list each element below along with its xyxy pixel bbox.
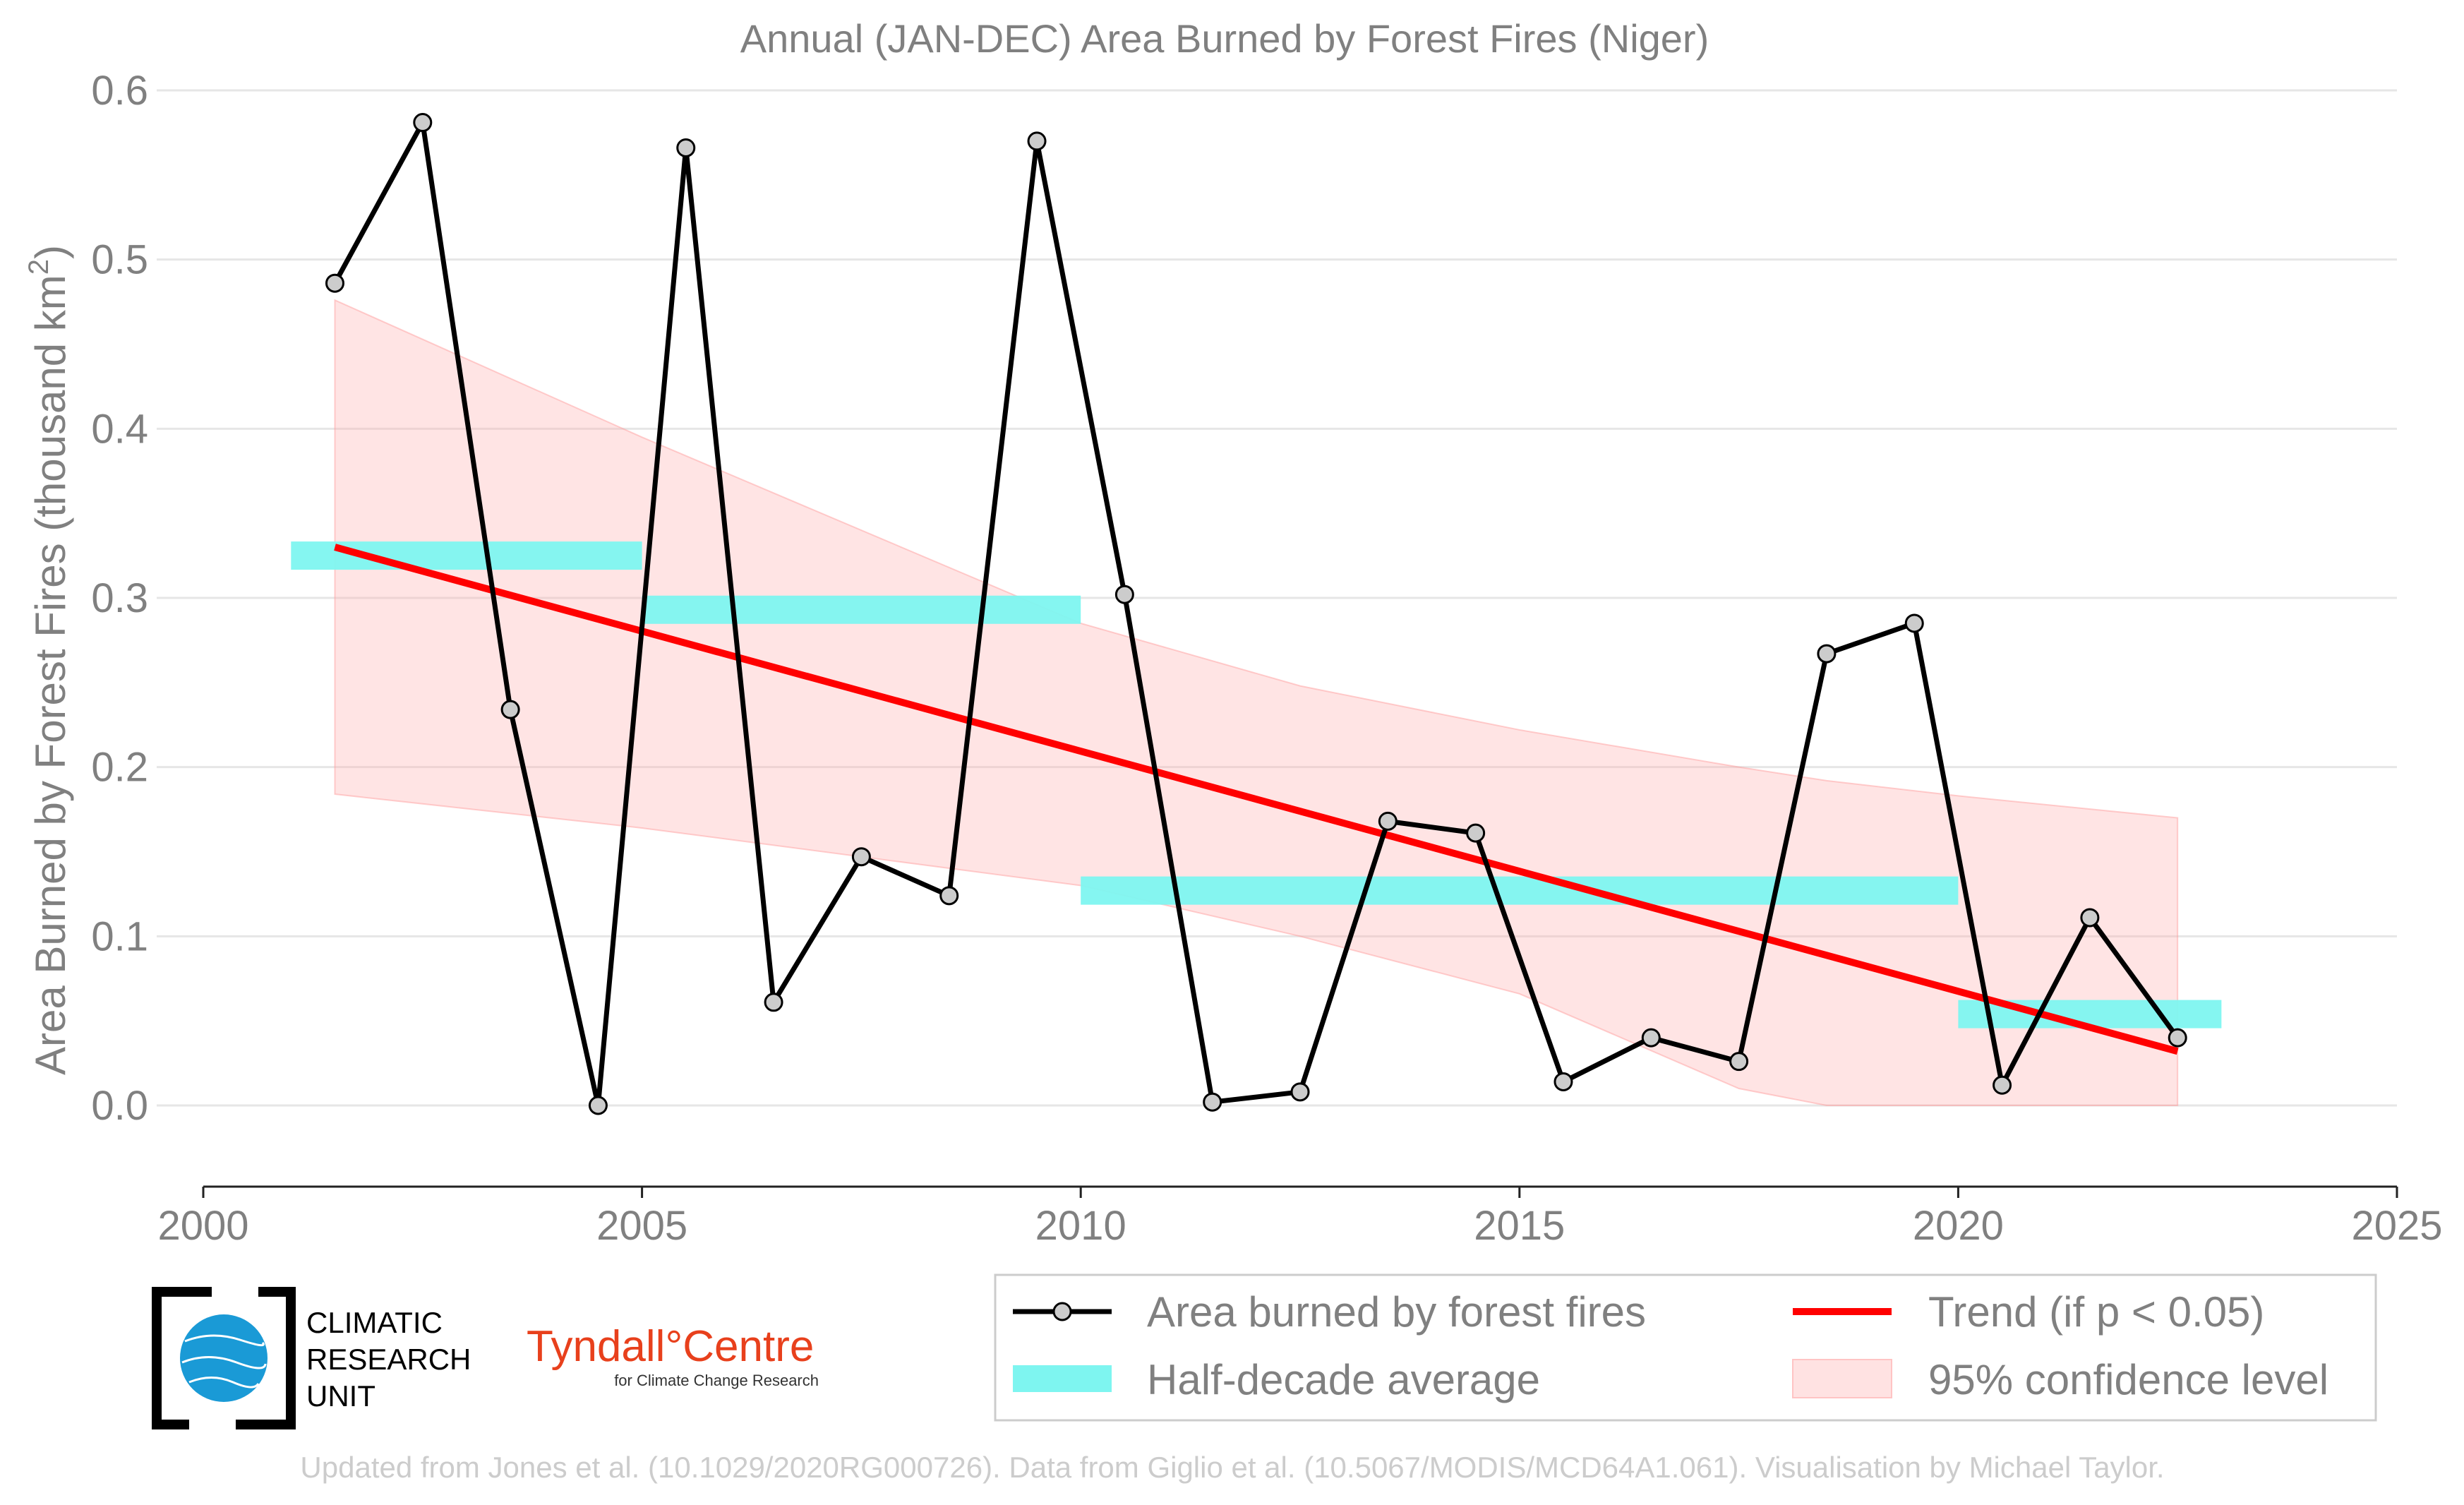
y-tick-label-6: 0.6 — [91, 68, 148, 114]
y-tick-label-2: 0.2 — [91, 745, 148, 791]
legend-label-half-decade: Half-decade average — [1147, 1356, 1540, 1403]
data-point-18 — [1904, 613, 1924, 633]
y-tick-labels: 0.0 0.1 0.2 0.3 0.4 0.5 0.6 — [91, 68, 148, 1129]
cru-logo: CLIMATIC RESEARCH UNIT — [152, 1287, 471, 1429]
cru-logo-text-3: UNIT — [306, 1379, 375, 1413]
y-tick-label-3: 0.3 — [91, 575, 148, 621]
y-tick-label-4: 0.4 — [91, 406, 148, 452]
x-tick-label-1: 2005 — [596, 1203, 687, 1249]
legend-label-confidence: 95% confidence level — [1928, 1356, 2328, 1403]
credit-line: Updated from Jones et al. (10.1029/2020R… — [300, 1451, 2164, 1484]
cru-logo-bracket-left — [152, 1287, 212, 1429]
data-point-20 — [2080, 908, 2100, 928]
tyndall-logo-subtext: for Climate Change Research — [614, 1372, 819, 1389]
half-decade-bars — [291, 541, 2222, 1029]
tyndall-logo-text: Tyndall°Centre — [527, 1322, 814, 1371]
data-point-1 — [413, 113, 433, 133]
legend-confidence-swatch — [1792, 1359, 1892, 1398]
globe-icon-wave-3 — [188, 1377, 260, 1389]
legend-label-area-burned: Area burned by forest fires — [1147, 1288, 1646, 1336]
data-point-17 — [1817, 644, 1837, 664]
legend-marker-swatch — [1052, 1302, 1072, 1321]
half-decade-bar-2 — [1081, 876, 1959, 905]
cru-logo-text-1: CLIMATIC — [306, 1306, 443, 1339]
data-point-21 — [2168, 1028, 2187, 1048]
y-axis-label-close: ) — [27, 245, 74, 259]
x-tick-label-0: 2000 — [157, 1203, 248, 1249]
data-point-5 — [764, 993, 783, 1012]
data-point-16 — [1729, 1052, 1749, 1072]
data-point-0 — [325, 273, 344, 293]
data-point-11 — [1290, 1082, 1310, 1102]
legend: Area burned by forest fires Trend (if p … — [994, 1273, 2377, 1422]
legend-box — [994, 1273, 2377, 1422]
data-point-7 — [939, 886, 959, 906]
globe-icon-wave-1 — [184, 1334, 265, 1347]
y-axis-label-main: Area Burned by Forest Fires (thousand km — [27, 275, 74, 1075]
x-tick-label-2: 2010 — [1035, 1203, 1126, 1249]
y-axis-label-superscript: 2 — [23, 259, 54, 275]
series-line — [332, 120, 2180, 1108]
half-decade-bar-1 — [642, 595, 1081, 624]
data-point-3 — [588, 1096, 608, 1115]
cru-logo-bracket-right — [236, 1287, 296, 1429]
y-tick-label-1: 0.1 — [91, 913, 148, 959]
data-point-9 — [1114, 584, 1134, 604]
data-point-6 — [851, 847, 871, 867]
burned-area-series — [325, 113, 2187, 1115]
data-point-15 — [1641, 1028, 1661, 1048]
half-decade-bar-0 — [291, 541, 642, 570]
data-point-12 — [1378, 811, 1398, 831]
data-point-2 — [500, 700, 520, 719]
x-tick-label-5: 2025 — [2351, 1203, 2442, 1249]
data-point-4 — [676, 138, 696, 157]
data-point-13 — [1466, 823, 1486, 843]
data-point-19 — [1993, 1075, 2012, 1095]
tyndall-logo: Tyndall°Centre for Climate Change Resear… — [527, 1322, 819, 1389]
x-tick-labels: 2000 2005 2010 2015 2020 2025 — [157, 1203, 2442, 1249]
axes — [202, 1185, 2398, 1198]
data-point-10 — [1203, 1092, 1222, 1112]
x-tick-label-3: 2015 — [1474, 1203, 1565, 1249]
cru-logo-text-2: RESEARCH — [306, 1343, 471, 1376]
data-point-8 — [1027, 131, 1047, 151]
globe-icon-wave-2 — [181, 1356, 267, 1369]
data-point-14 — [1553, 1072, 1573, 1091]
y-tick-label-0: 0.0 — [91, 1083, 148, 1129]
y-tick-label-5: 0.5 — [91, 237, 148, 283]
y-axis-label: Area Burned by Forest Fires (thousand km… — [23, 245, 74, 1075]
legend-label-trend: Trend (if p < 0.05) — [1928, 1288, 2264, 1336]
legend-half-decade-swatch — [1013, 1365, 1112, 1392]
chart-title: Annual (JAN-DEC) Area Burned by Forest F… — [740, 16, 1709, 61]
x-tick-label-4: 2020 — [1913, 1203, 2004, 1249]
